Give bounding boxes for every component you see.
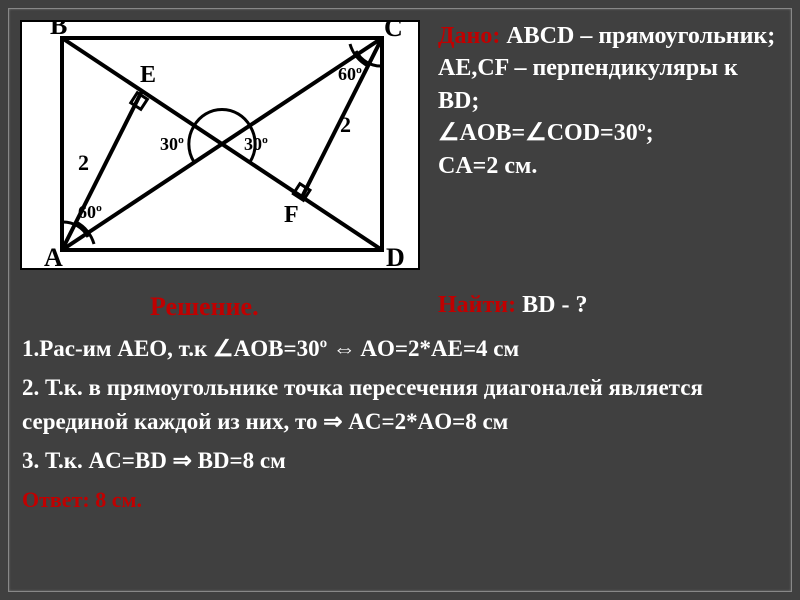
find-row: Найти: BD - ? <box>438 292 778 319</box>
solution-block: 1.Рас-им AEO, т.к ∠AOB=30º ⇔ AO=2*AE=4 с… <box>22 332 782 523</box>
ang-a: 60º <box>78 202 102 222</box>
solution-answer: Ответ: 8 см. <box>22 483 782 516</box>
given-label: Дано: <box>438 23 500 49</box>
given-l1: ABCD – прямоугольник; <box>500 23 775 49</box>
find-label: Найти: <box>438 292 516 318</box>
find-value: BD - ? <box>516 292 587 318</box>
len-cf: 2 <box>340 112 351 137</box>
label-b: B <box>50 22 67 40</box>
given-l2: AE,CF – перпендикуляры к BD; <box>438 55 738 113</box>
ang-left: 30º <box>160 134 184 154</box>
seg-ae <box>62 91 142 250</box>
answer-label: Ответ: <box>22 487 90 512</box>
solution-step-2: 2. Т.к. в прямоугольнике точка пересечен… <box>22 371 782 438</box>
label-c: C <box>384 22 403 42</box>
solution-header: Решение. <box>150 292 259 322</box>
len-ae: 2 <box>78 150 89 175</box>
diagram-svg: A B C D E F 2 2 30º 30º 60º 60º <box>22 22 422 272</box>
label-a: A <box>44 243 63 272</box>
solution-step-3: 3. Т.к. AC=BD ⇒ BD=8 см <box>22 444 782 477</box>
arc-aob <box>189 126 194 162</box>
arc-boc <box>194 109 250 126</box>
solution-step-1: 1.Рас-им AEO, т.к ∠AOB=30º ⇔ AO=2*AE=4 с… <box>22 332 782 365</box>
given-l3: ∠AOB=∠COD=30º; <box>438 120 654 146</box>
geometry-diagram: A B C D E F 2 2 30º 30º 60º 60º <box>20 20 420 270</box>
answer-value: 8 см. <box>90 487 142 512</box>
given-l4: CA=2 см. <box>438 153 537 179</box>
label-f: F <box>284 202 299 228</box>
given-block: Дано: ABCD – прямоугольник; AE,CF – перп… <box>438 20 778 182</box>
ang-c: 60º <box>338 64 362 84</box>
label-d: D <box>386 243 405 272</box>
ang-right: 30º <box>244 134 268 154</box>
label-e: E <box>140 62 156 88</box>
